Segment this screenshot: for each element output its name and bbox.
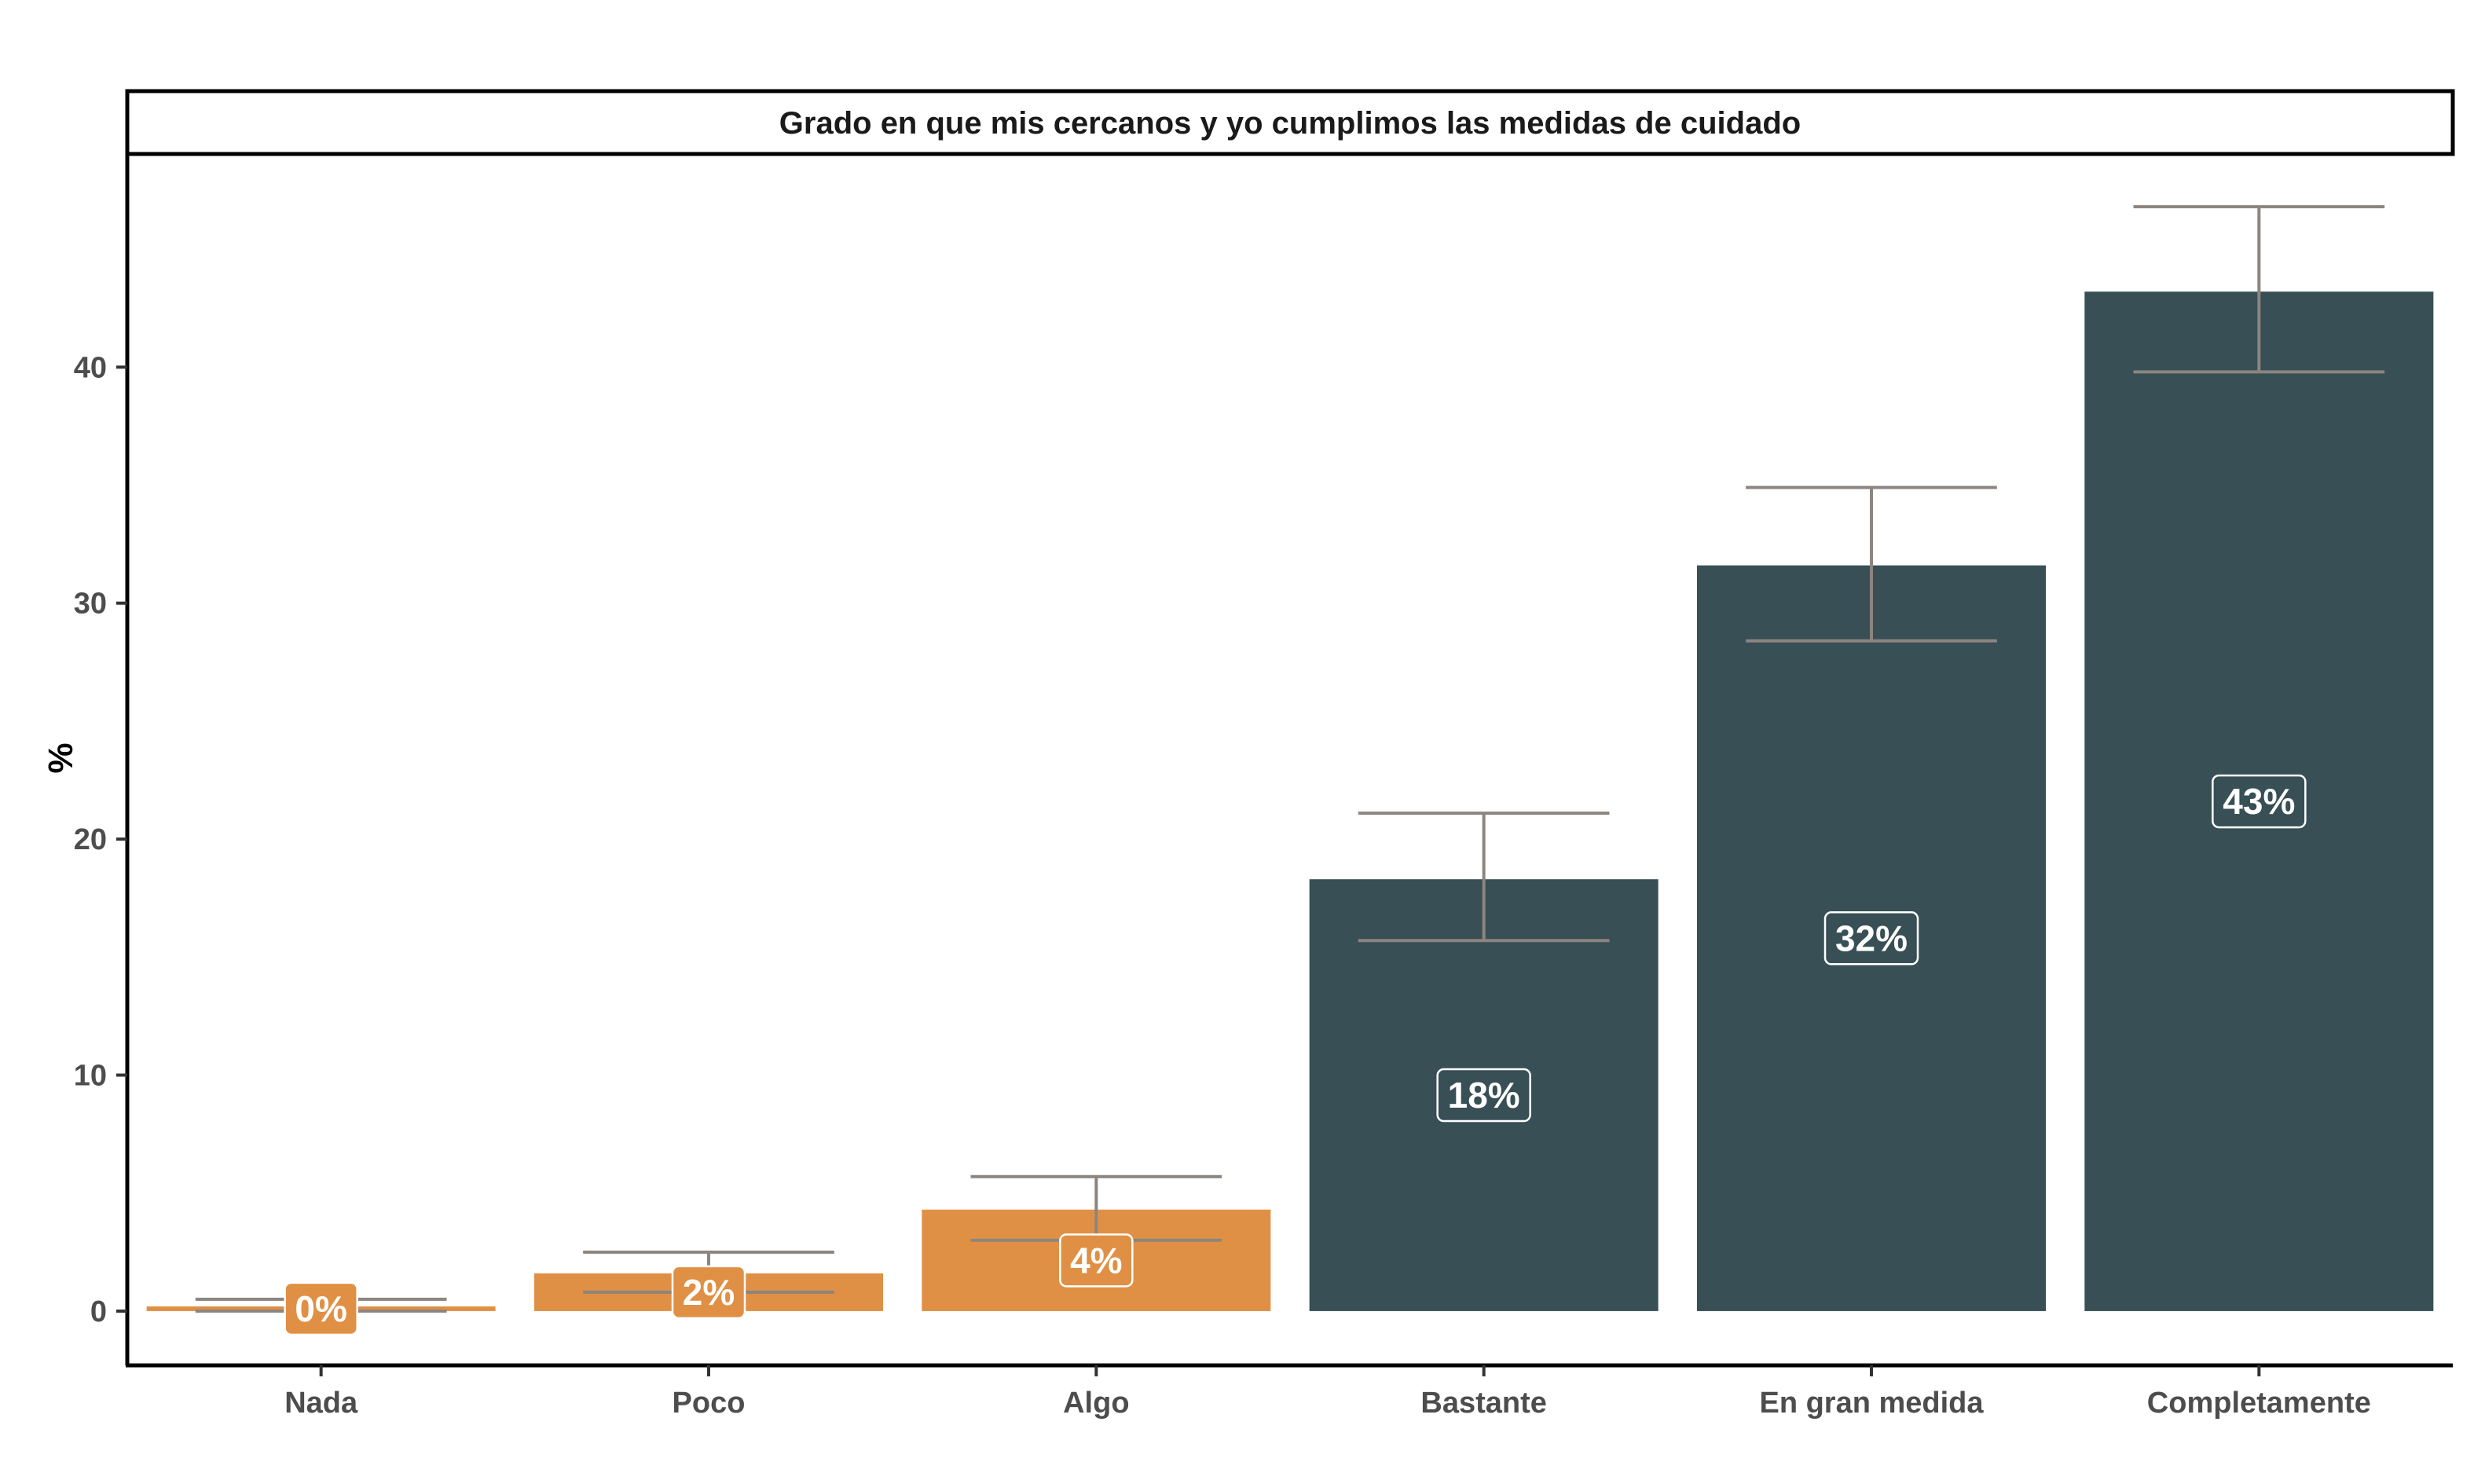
data-label: 0% (295, 1288, 346, 1329)
y-axis-title: % (41, 742, 79, 773)
x-tick-label: Algo (1063, 1387, 1129, 1420)
y-tick-label: 10 (74, 1060, 107, 1093)
x-tick-label: Nada (284, 1387, 358, 1420)
y-tick-label: 40 (74, 351, 107, 384)
data-label: 4% (1070, 1240, 1122, 1281)
data-label-box (1823, 911, 1919, 966)
data-label-box (1059, 1233, 1134, 1288)
x-tick-label: Poco (673, 1387, 746, 1420)
data-label-box (284, 1281, 358, 1336)
facet-strip-box (125, 89, 2455, 156)
y-tick-label: 20 (74, 823, 107, 856)
x-tick-label: Bastante (1420, 1387, 1547, 1420)
data-label-box (2212, 774, 2307, 829)
data-label-box (671, 1265, 746, 1320)
chart-title: Grado en que mis cercanos y yo cumplimos… (779, 106, 1801, 141)
x-tick-label: En gran medida (1759, 1387, 1984, 1420)
data-label: 2% (683, 1272, 735, 1313)
plot-area: 0 10 20 30 40 Nada 0% Poco 2% Algo 4% Bastante 18% En… (74, 154, 2453, 1420)
data-label: 18% (1448, 1075, 1520, 1116)
data-label: 43% (2223, 781, 2295, 822)
data-label: 32% (1835, 918, 1908, 958)
y-tick-label: 0 (90, 1295, 107, 1328)
facet-strip: Grado en que mis cercanos y yo cumplimos… (125, 89, 2455, 156)
y-tick-label: 30 (74, 588, 107, 621)
x-tick-label: Completamente (2147, 1387, 2371, 1420)
data-label-box (1436, 1068, 1531, 1123)
